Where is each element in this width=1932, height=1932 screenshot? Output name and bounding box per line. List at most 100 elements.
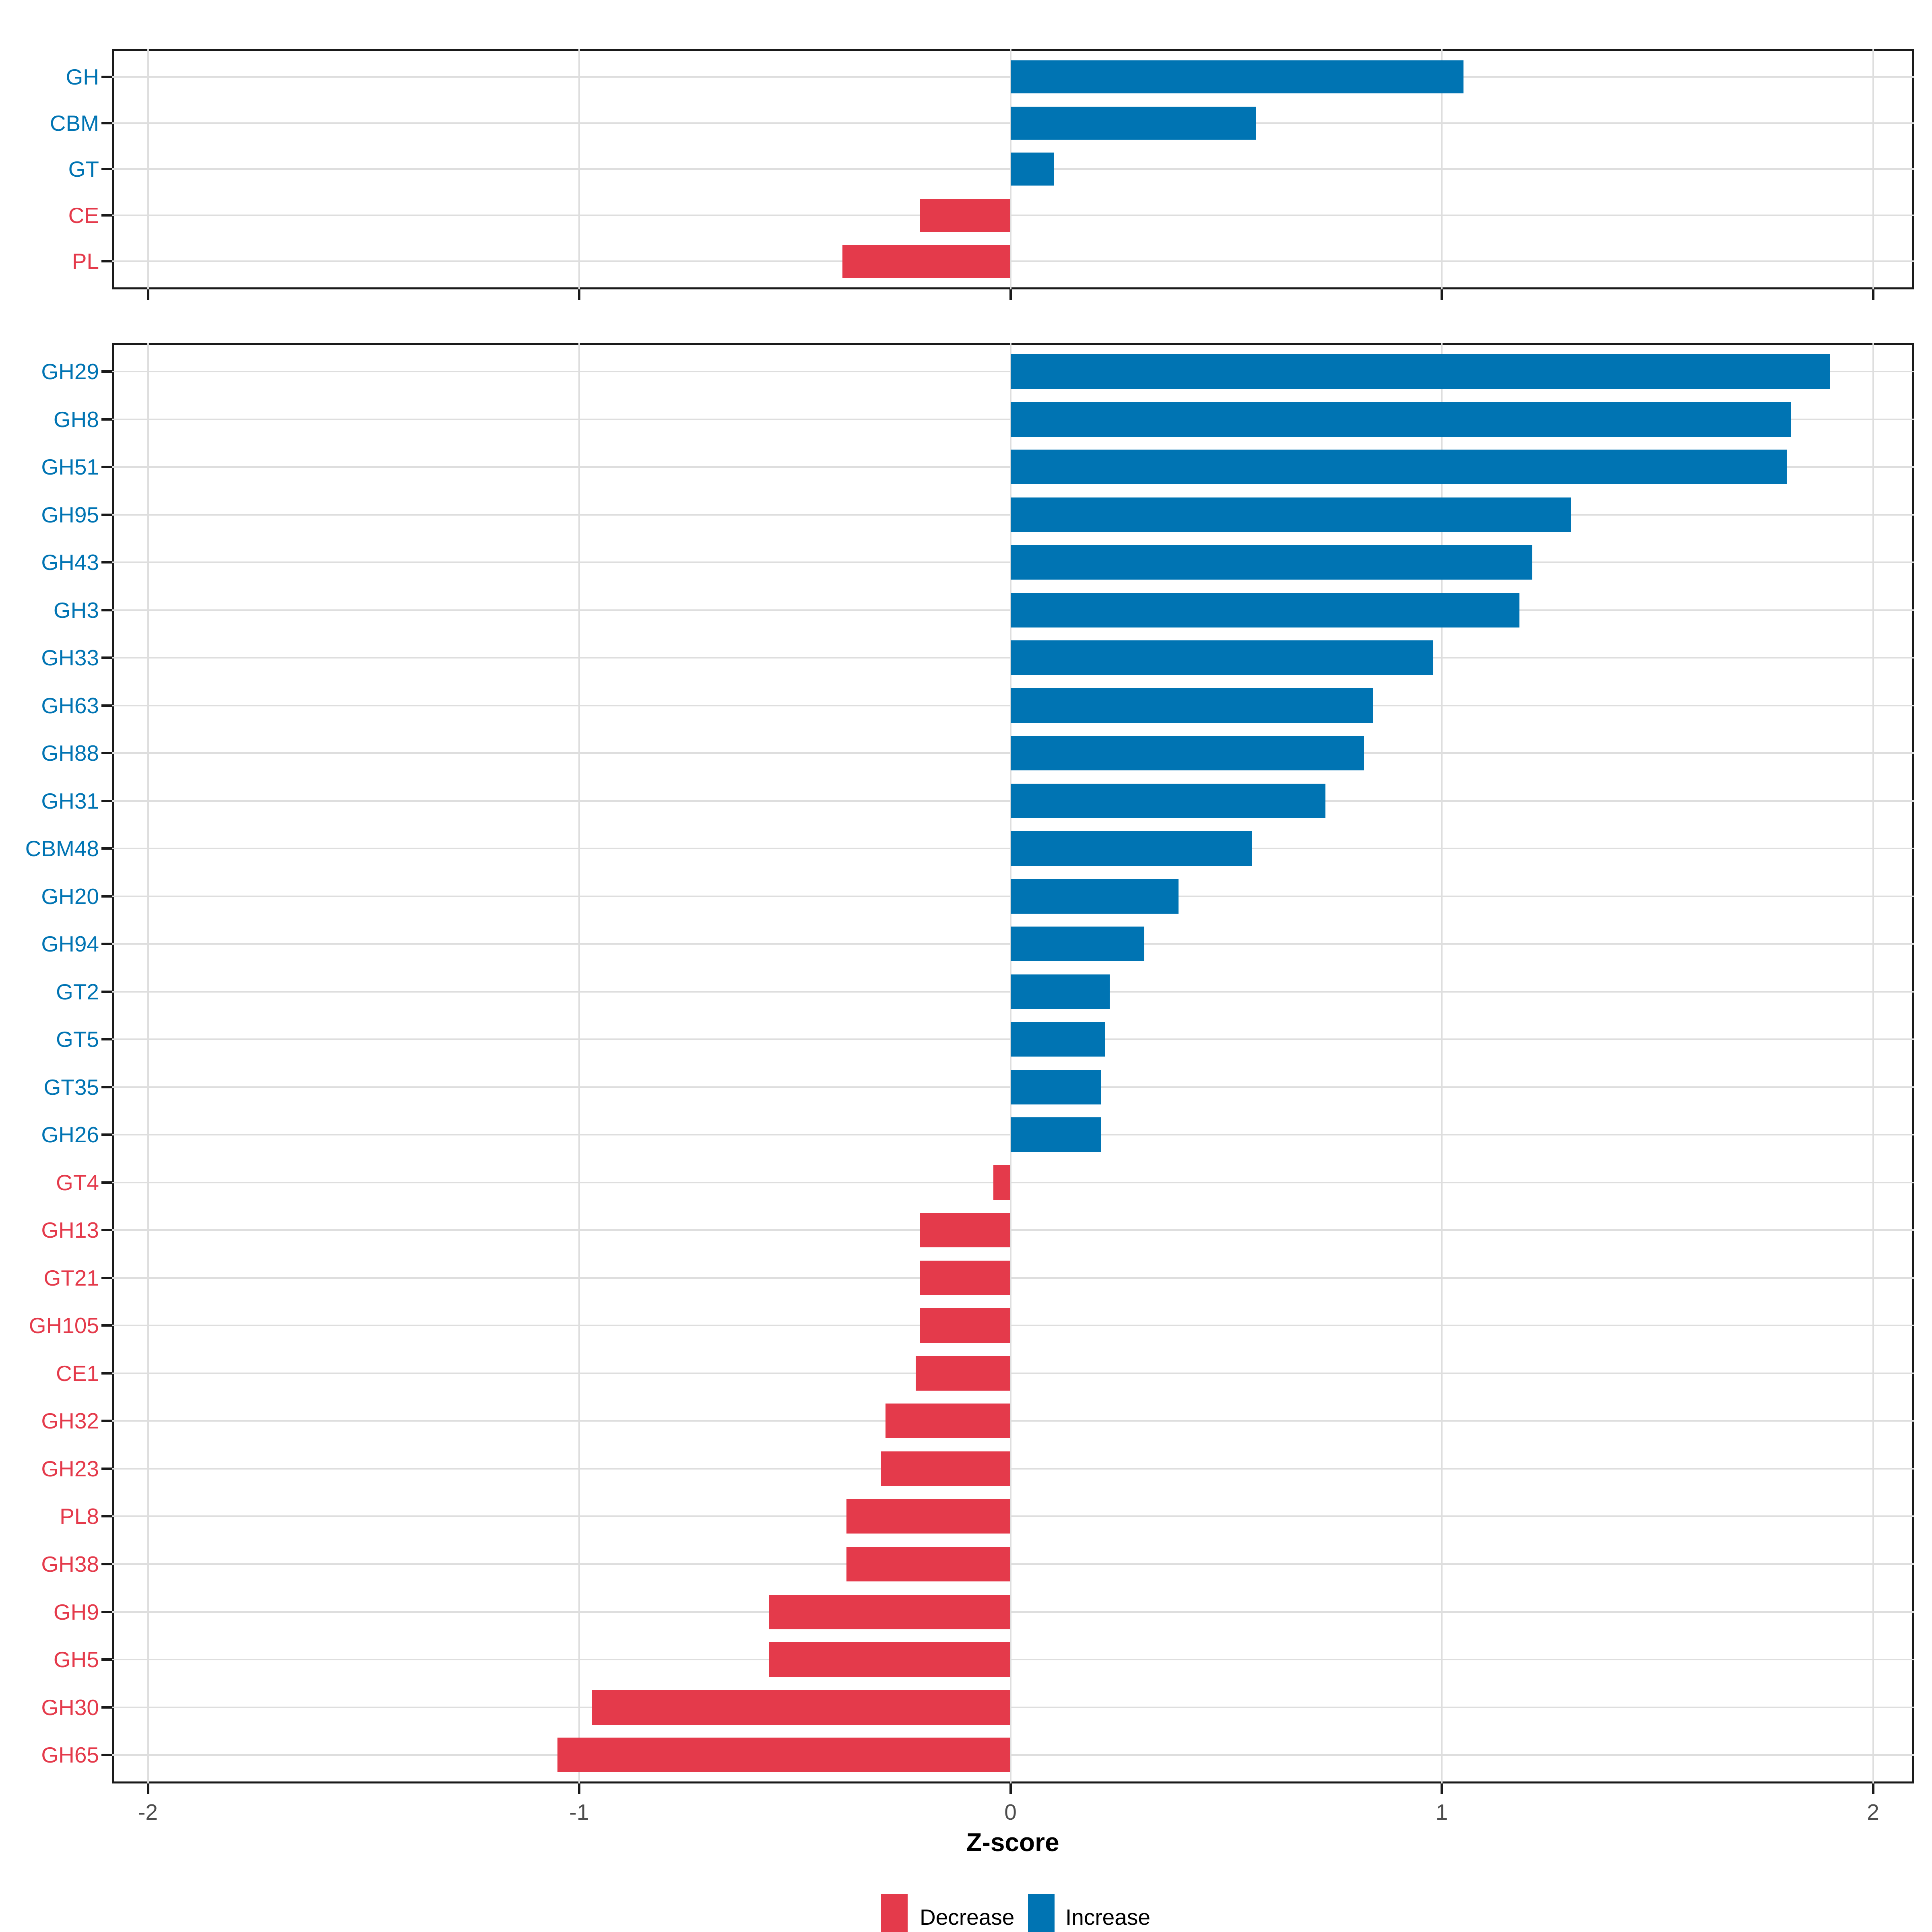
x-tick bbox=[1009, 1783, 1012, 1794]
y-label-GH8: GH8 bbox=[53, 407, 99, 432]
y-label-GT21: GT21 bbox=[43, 1265, 99, 1290]
y-gridline bbox=[112, 1754, 1914, 1756]
bar-GH29 bbox=[1010, 354, 1830, 389]
y-gridline bbox=[112, 1325, 1914, 1327]
y-tick bbox=[101, 561, 112, 564]
x-tick bbox=[1441, 289, 1443, 300]
x-tick-label: 0 bbox=[1004, 1800, 1017, 1825]
bar-GT35 bbox=[1010, 1069, 1101, 1104]
y-tick bbox=[101, 168, 112, 171]
y-label-CBM48: CBM48 bbox=[25, 836, 99, 861]
x-axis-title: Z-score bbox=[966, 1828, 1059, 1857]
bar-GH8 bbox=[1010, 402, 1791, 437]
y-label-GH13: GH13 bbox=[41, 1218, 99, 1243]
bar-GT5 bbox=[1010, 1022, 1106, 1057]
y-tick bbox=[101, 418, 112, 421]
bar-PL8 bbox=[846, 1499, 1011, 1534]
x-tick bbox=[1872, 289, 1874, 300]
y-tick bbox=[101, 847, 112, 850]
x-tick bbox=[1441, 1783, 1443, 1794]
y-tick bbox=[101, 1467, 112, 1470]
x-gridline bbox=[578, 343, 580, 1783]
bar-GH30 bbox=[592, 1690, 1011, 1725]
y-tick bbox=[101, 260, 112, 263]
x-tick bbox=[1872, 1783, 1874, 1794]
y-tick bbox=[101, 1276, 112, 1279]
y-label-GH5: GH5 bbox=[53, 1647, 99, 1672]
x-gridline bbox=[1009, 343, 1011, 1783]
y-label-GH95: GH95 bbox=[41, 502, 99, 527]
y-label-GT: GT bbox=[68, 157, 99, 182]
bar-GH9 bbox=[769, 1594, 1011, 1629]
bar-GH23 bbox=[881, 1451, 1011, 1486]
bar-GH20 bbox=[1010, 879, 1179, 914]
y-gridline bbox=[112, 1468, 1914, 1470]
y-gridline bbox=[112, 1706, 1914, 1708]
legend-key-increase-swatch bbox=[1028, 1894, 1055, 1932]
bar-GH65 bbox=[557, 1738, 1011, 1773]
bar-GH95 bbox=[1010, 497, 1571, 532]
bar-GH3 bbox=[1010, 592, 1519, 627]
y-tick bbox=[101, 799, 112, 802]
y-gridline bbox=[112, 1229, 1914, 1231]
x-tick-label: -1 bbox=[569, 1800, 589, 1825]
y-label-PL: PL bbox=[72, 249, 99, 274]
legend-label-decrease: Decrease bbox=[920, 1905, 1015, 1930]
x-gridline bbox=[1441, 343, 1443, 1783]
bar-GT21 bbox=[920, 1260, 1011, 1295]
y-tick bbox=[101, 1181, 112, 1184]
y-tick bbox=[101, 1515, 112, 1518]
y-label-GH94: GH94 bbox=[41, 931, 99, 957]
x-tick-label: 2 bbox=[1867, 1800, 1879, 1825]
y-label-CBM: CBM bbox=[50, 110, 99, 136]
y-gridline bbox=[112, 1277, 1914, 1279]
bar-GH43 bbox=[1010, 545, 1532, 580]
y-label-GH51: GH51 bbox=[41, 454, 99, 480]
bar-CBM bbox=[1010, 106, 1257, 140]
y-label-GT35: GT35 bbox=[43, 1074, 99, 1100]
y-label-GH3: GH3 bbox=[53, 597, 99, 623]
y-label-GT4: GT4 bbox=[56, 1170, 99, 1195]
y-label-GT5: GT5 bbox=[56, 1027, 99, 1052]
y-gridline bbox=[112, 1611, 1914, 1613]
y-tick bbox=[101, 466, 112, 469]
y-tick bbox=[101, 1133, 112, 1136]
y-label-GH26: GH26 bbox=[41, 1122, 99, 1148]
x-tick bbox=[578, 1783, 580, 1794]
y-label-GH29: GH29 bbox=[41, 359, 99, 384]
y-label-GH43: GH43 bbox=[41, 550, 99, 575]
y-tick bbox=[101, 1372, 112, 1375]
y-label-GH38: GH38 bbox=[41, 1552, 99, 1577]
bar-GH bbox=[1010, 60, 1463, 93]
y-tick bbox=[101, 1754, 112, 1757]
y-tick bbox=[101, 513, 112, 516]
y-tick bbox=[101, 895, 112, 898]
y-tick bbox=[101, 1420, 112, 1422]
y-gridline bbox=[112, 1372, 1914, 1374]
bar-GH26 bbox=[1010, 1117, 1101, 1152]
y-tick bbox=[101, 752, 112, 755]
bar-GH63 bbox=[1010, 688, 1373, 723]
bar-GH31 bbox=[1010, 783, 1325, 818]
panel-family-detail bbox=[112, 343, 1914, 1783]
bar-GT4 bbox=[993, 1165, 1011, 1200]
x-tick bbox=[147, 289, 149, 300]
y-gridline bbox=[112, 1515, 1914, 1517]
bar-GH33 bbox=[1010, 640, 1433, 675]
y-tick bbox=[101, 370, 112, 373]
y-label-GH33: GH33 bbox=[41, 645, 99, 671]
y-tick bbox=[101, 122, 112, 124]
bar-CE1 bbox=[915, 1356, 1011, 1391]
y-tick bbox=[101, 1324, 112, 1327]
x-tick bbox=[1009, 289, 1012, 300]
bar-GH88 bbox=[1010, 736, 1364, 771]
bar-CE bbox=[920, 198, 1011, 232]
y-label-GH: GH bbox=[66, 64, 99, 89]
y-tick bbox=[101, 214, 112, 217]
x-gridline bbox=[147, 343, 149, 1783]
x-tick bbox=[147, 1783, 149, 1794]
x-gridline bbox=[1872, 343, 1874, 1783]
y-tick bbox=[101, 1038, 112, 1041]
y-label-GH63: GH63 bbox=[41, 693, 99, 718]
y-label-CE: CE bbox=[68, 202, 99, 228]
